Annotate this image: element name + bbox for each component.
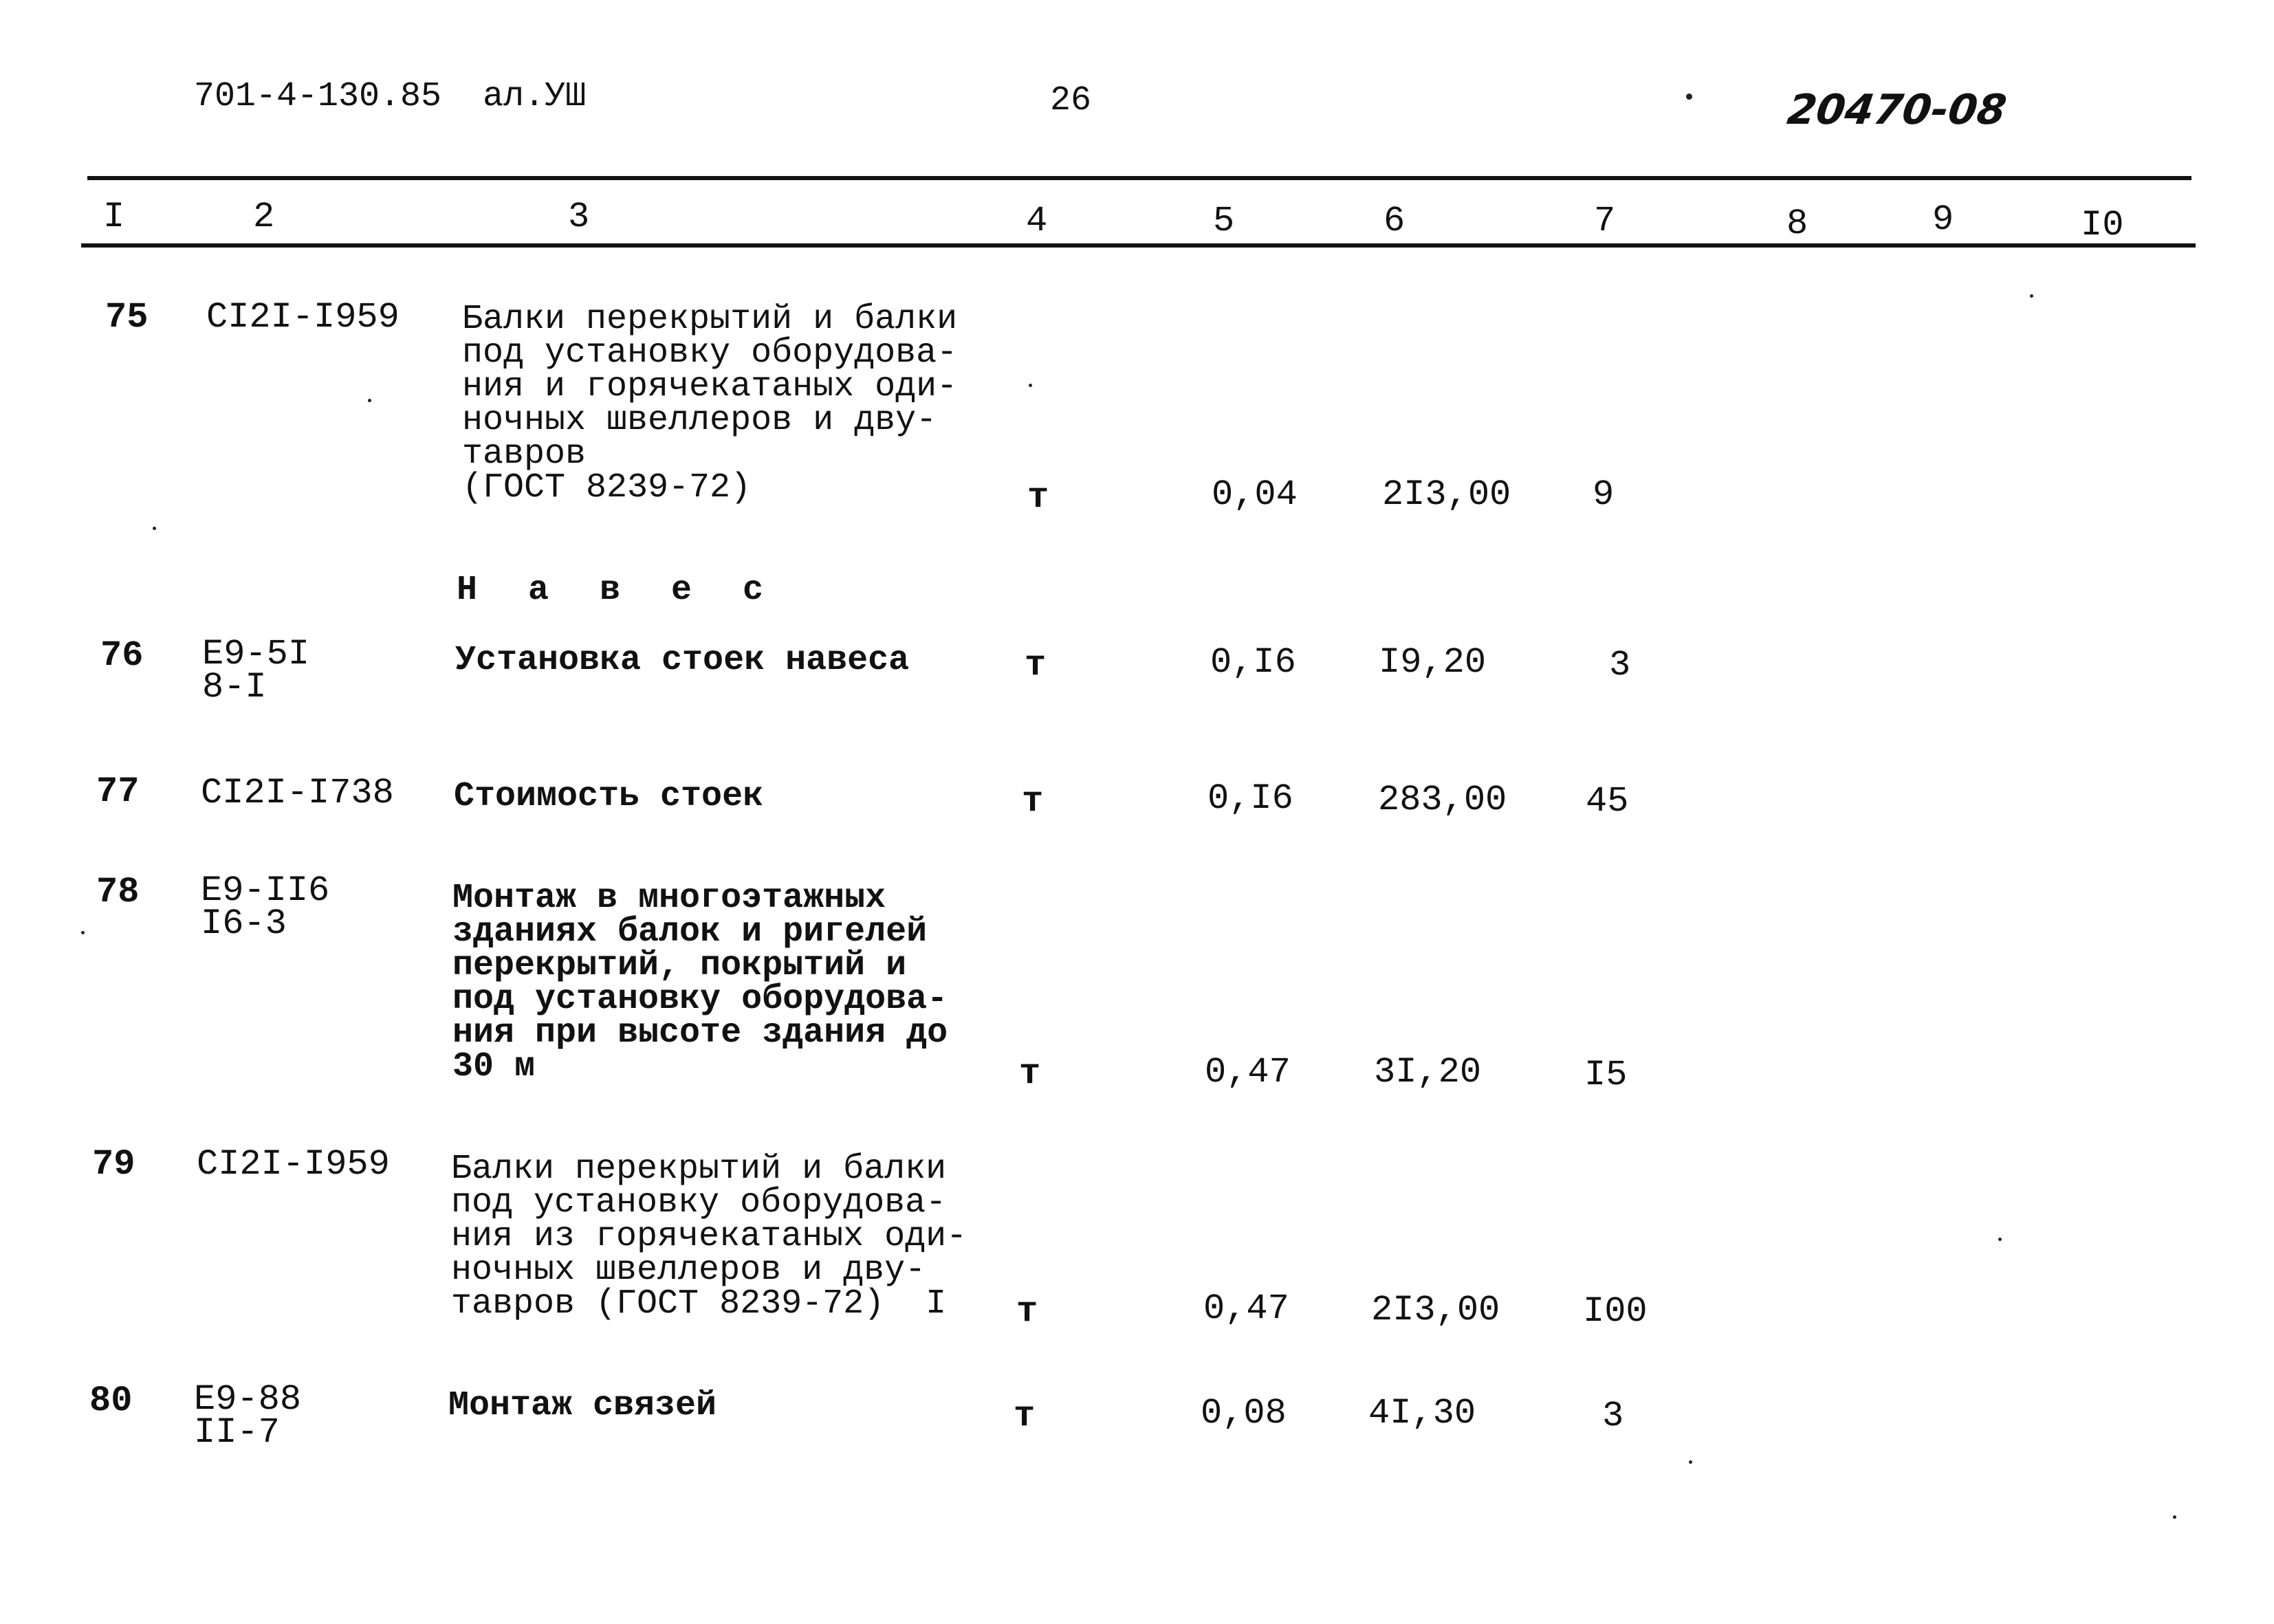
column-header: 6 [1384, 201, 1406, 241]
row-price: 4I,30 [1368, 1393, 1476, 1434]
scan-speck [1998, 1238, 2002, 1241]
row-col7: I00 [1583, 1291, 1648, 1332]
row-code: CI2I-I959 [197, 1144, 390, 1185]
column-header: 8 [1786, 204, 1808, 244]
row-code: Е9-88 II-7 [194, 1379, 302, 1453]
row-code: CI2I-I738 [201, 773, 394, 813]
row-unit: т [1025, 645, 1047, 685]
column-header: 5 [1213, 201, 1235, 241]
row-unit: т [1022, 781, 1044, 822]
column-header: 2 [253, 197, 275, 237]
row-description: Установка стоек навеса [455, 641, 910, 680]
row-code: CI2I-I959 [206, 297, 400, 338]
row-price: 283,00 [1378, 780, 1507, 820]
handwritten-number: 20470-08 [1784, 86, 2010, 134]
row-number: 79 [92, 1144, 135, 1185]
column-header: 7 [1594, 201, 1616, 241]
scan-speck [1686, 94, 1692, 100]
scan-speck [2030, 294, 2033, 298]
row-description: Монтаж связей [448, 1386, 717, 1425]
column-header: I0 [2081, 205, 2124, 245]
scan-speck [2173, 1515, 2176, 1519]
row-col7: 45 [1586, 781, 1629, 822]
row-price: 2I3,00 [1382, 474, 1511, 515]
row-description: Балки перекрытий и балки под установку о… [462, 300, 958, 507]
row-col7: 3 [1602, 1396, 1624, 1436]
row-col7: 9 [1593, 474, 1615, 515]
row-number: 75 [105, 297, 149, 338]
row-quantity: 0,I6 [1210, 642, 1296, 683]
row-number: 78 [96, 872, 140, 912]
row-number: 80 [89, 1381, 133, 1421]
column-header: I [103, 197, 125, 237]
scan-speck [81, 931, 85, 934]
column-header: 4 [1026, 201, 1048, 241]
row-quantity: 0,08 [1201, 1393, 1287, 1434]
row-col7: 3 [1609, 645, 1631, 685]
row-number: 76 [100, 635, 144, 676]
row-price: 3I,20 [1374, 1052, 1482, 1093]
row-number: 77 [96, 771, 140, 812]
row-quantity: 0,47 [1205, 1052, 1291, 1093]
header-bottom-rule [81, 243, 2196, 248]
row-quantity: 0,I6 [1207, 778, 1293, 819]
row-unit: т [1027, 477, 1049, 518]
row-quantity: 0,04 [1212, 474, 1298, 515]
row-price: 2I3,00 [1371, 1290, 1500, 1330]
top-rule [87, 176, 2191, 180]
row-unit: т [1019, 1053, 1041, 1094]
scan-speck [1029, 384, 1032, 387]
row-unit: т [1014, 1396, 1036, 1436]
document-code: 701-4-130.85 ал.УШ [194, 77, 587, 116]
scan-speck [1689, 1460, 1692, 1464]
column-header: 3 [568, 197, 590, 237]
row-code: Е9-5I 8-I [202, 634, 310, 707]
row-description: Балки перекрытий и балки под установку о… [451, 1150, 967, 1324]
row-col7: I5 [1584, 1055, 1628, 1095]
row-description: Монтаж в многоэтажных зданиях балок и ри… [452, 879, 948, 1086]
page-number: 26 [1050, 81, 1092, 120]
row-price: I9,20 [1379, 642, 1487, 683]
column-header: 9 [1932, 199, 1954, 240]
row-unit: т [1016, 1291, 1038, 1332]
scan-speck [153, 527, 156, 530]
scan-speck [368, 399, 371, 402]
row-quantity: 0,47 [1203, 1288, 1289, 1329]
row-code: Е9-II6 I6-3 [201, 870, 330, 944]
row-description: Стоимость стоек [454, 777, 764, 816]
section-title: Н а в е с [457, 571, 779, 610]
